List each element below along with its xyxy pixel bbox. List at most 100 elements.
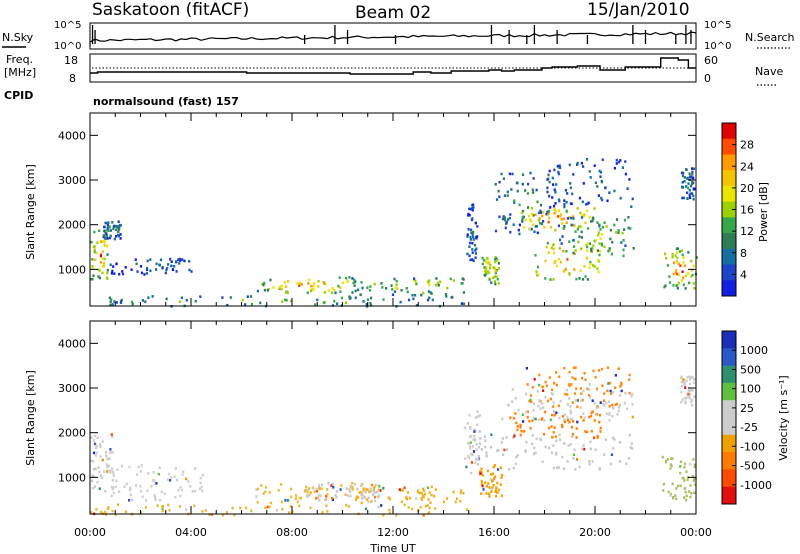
range-cell: [555, 183, 558, 186]
range-cell: [615, 218, 619, 221]
range-cell: [546, 178, 549, 181]
range-cell: [545, 384, 548, 388]
range-cell: [593, 419, 596, 422]
range-cell: [617, 409, 620, 413]
range-cell: [690, 400, 693, 404]
range-cell: [469, 426, 472, 429]
colorbar-segment: [722, 382, 736, 401]
range-cell: [594, 376, 597, 379]
range-cell: [118, 228, 121, 231]
range-cell: [691, 403, 694, 407]
range-cell: [566, 393, 569, 396]
range-cell: [692, 167, 696, 171]
range-cell: [468, 213, 471, 217]
range-cell: [676, 256, 679, 260]
nsky-label: N.Sky: [2, 31, 34, 44]
nsky-tick-high: 10^5: [54, 20, 81, 31]
range-cell: [476, 225, 479, 228]
range-cell: [501, 437, 504, 440]
range-cell: [500, 494, 503, 497]
range-cell: [244, 303, 247, 306]
range-cell: [150, 484, 153, 488]
range-cell: [136, 473, 139, 476]
range-cell: [570, 202, 573, 206]
range-cell: [400, 500, 403, 504]
range-cell: [613, 189, 616, 193]
range-cell: [105, 463, 108, 466]
range-cell: [582, 182, 585, 185]
range-cell: [610, 252, 613, 256]
range-cell: [553, 261, 556, 264]
range-cell: [298, 284, 301, 287]
range-cell: [266, 289, 269, 292]
range-cell: [191, 490, 194, 493]
range-cell: [351, 486, 354, 489]
range-cell: [268, 505, 271, 509]
range-cell: [585, 158, 589, 161]
range-cell: [112, 486, 115, 489]
range-cell: [553, 188, 556, 192]
range-cell: [584, 378, 587, 382]
range-cell: [369, 301, 372, 305]
range-cell: [584, 221, 587, 225]
nsearch-tick-low: 10^0: [704, 41, 731, 52]
range-cell: [378, 484, 381, 488]
range-cell: [362, 487, 365, 490]
range-cell: [494, 183, 497, 186]
range-cell: [465, 508, 468, 511]
colorbar-segment: [722, 201, 736, 218]
range-cell: [565, 388, 568, 392]
range-cell: [555, 264, 558, 268]
range-cell: [369, 296, 373, 300]
range-cell: [119, 233, 122, 236]
range-cell: [497, 488, 500, 492]
range-cell: [96, 241, 99, 244]
range-cell: [466, 235, 469, 238]
range-cell: [686, 176, 689, 180]
range-cell: [615, 158, 618, 162]
range-cell: [571, 376, 574, 379]
range-cell: [497, 267, 500, 270]
range-cell: [377, 488, 380, 492]
range-cell: [631, 392, 634, 396]
range-cell: [373, 485, 376, 489]
range-cell: [310, 284, 313, 288]
range-cell: [679, 460, 683, 464]
range-cell: [485, 454, 488, 458]
range-cell: [533, 230, 536, 233]
range-cell: [521, 413, 524, 416]
range-cell: [469, 258, 472, 262]
range-cell: [570, 417, 573, 421]
range-cell: [490, 488, 493, 491]
range-cell: [405, 496, 408, 500]
range-cell: [671, 255, 674, 259]
range-cell: [94, 467, 97, 471]
range-cell: [388, 508, 391, 512]
range-cell: [537, 211, 540, 215]
range-cell: [689, 378, 692, 381]
range-cell: [524, 218, 527, 222]
range-cell: [557, 198, 561, 201]
range-cell: [435, 277, 438, 280]
range-cell: [576, 399, 579, 402]
range-cell: [561, 415, 565, 418]
range-cell: [500, 441, 503, 444]
range-cell: [424, 504, 427, 508]
y-tick-label: 1000: [58, 263, 86, 276]
range-cell: [99, 254, 102, 258]
range-cell: [594, 448, 597, 452]
range-cell: [579, 269, 582, 273]
range-cell: [287, 280, 290, 283]
range-cell: [91, 258, 94, 261]
range-cell: [688, 396, 691, 400]
range-cell: [281, 508, 284, 511]
range-cell: [600, 198, 604, 202]
range-cell: [665, 459, 668, 463]
range-cell: [313, 490, 316, 494]
range-cell: [512, 436, 515, 439]
range-cell: [360, 493, 363, 497]
range-cell: [290, 495, 293, 499]
range-cell: [475, 448, 478, 451]
range-cell: [675, 284, 678, 287]
range-cell: [670, 457, 673, 460]
